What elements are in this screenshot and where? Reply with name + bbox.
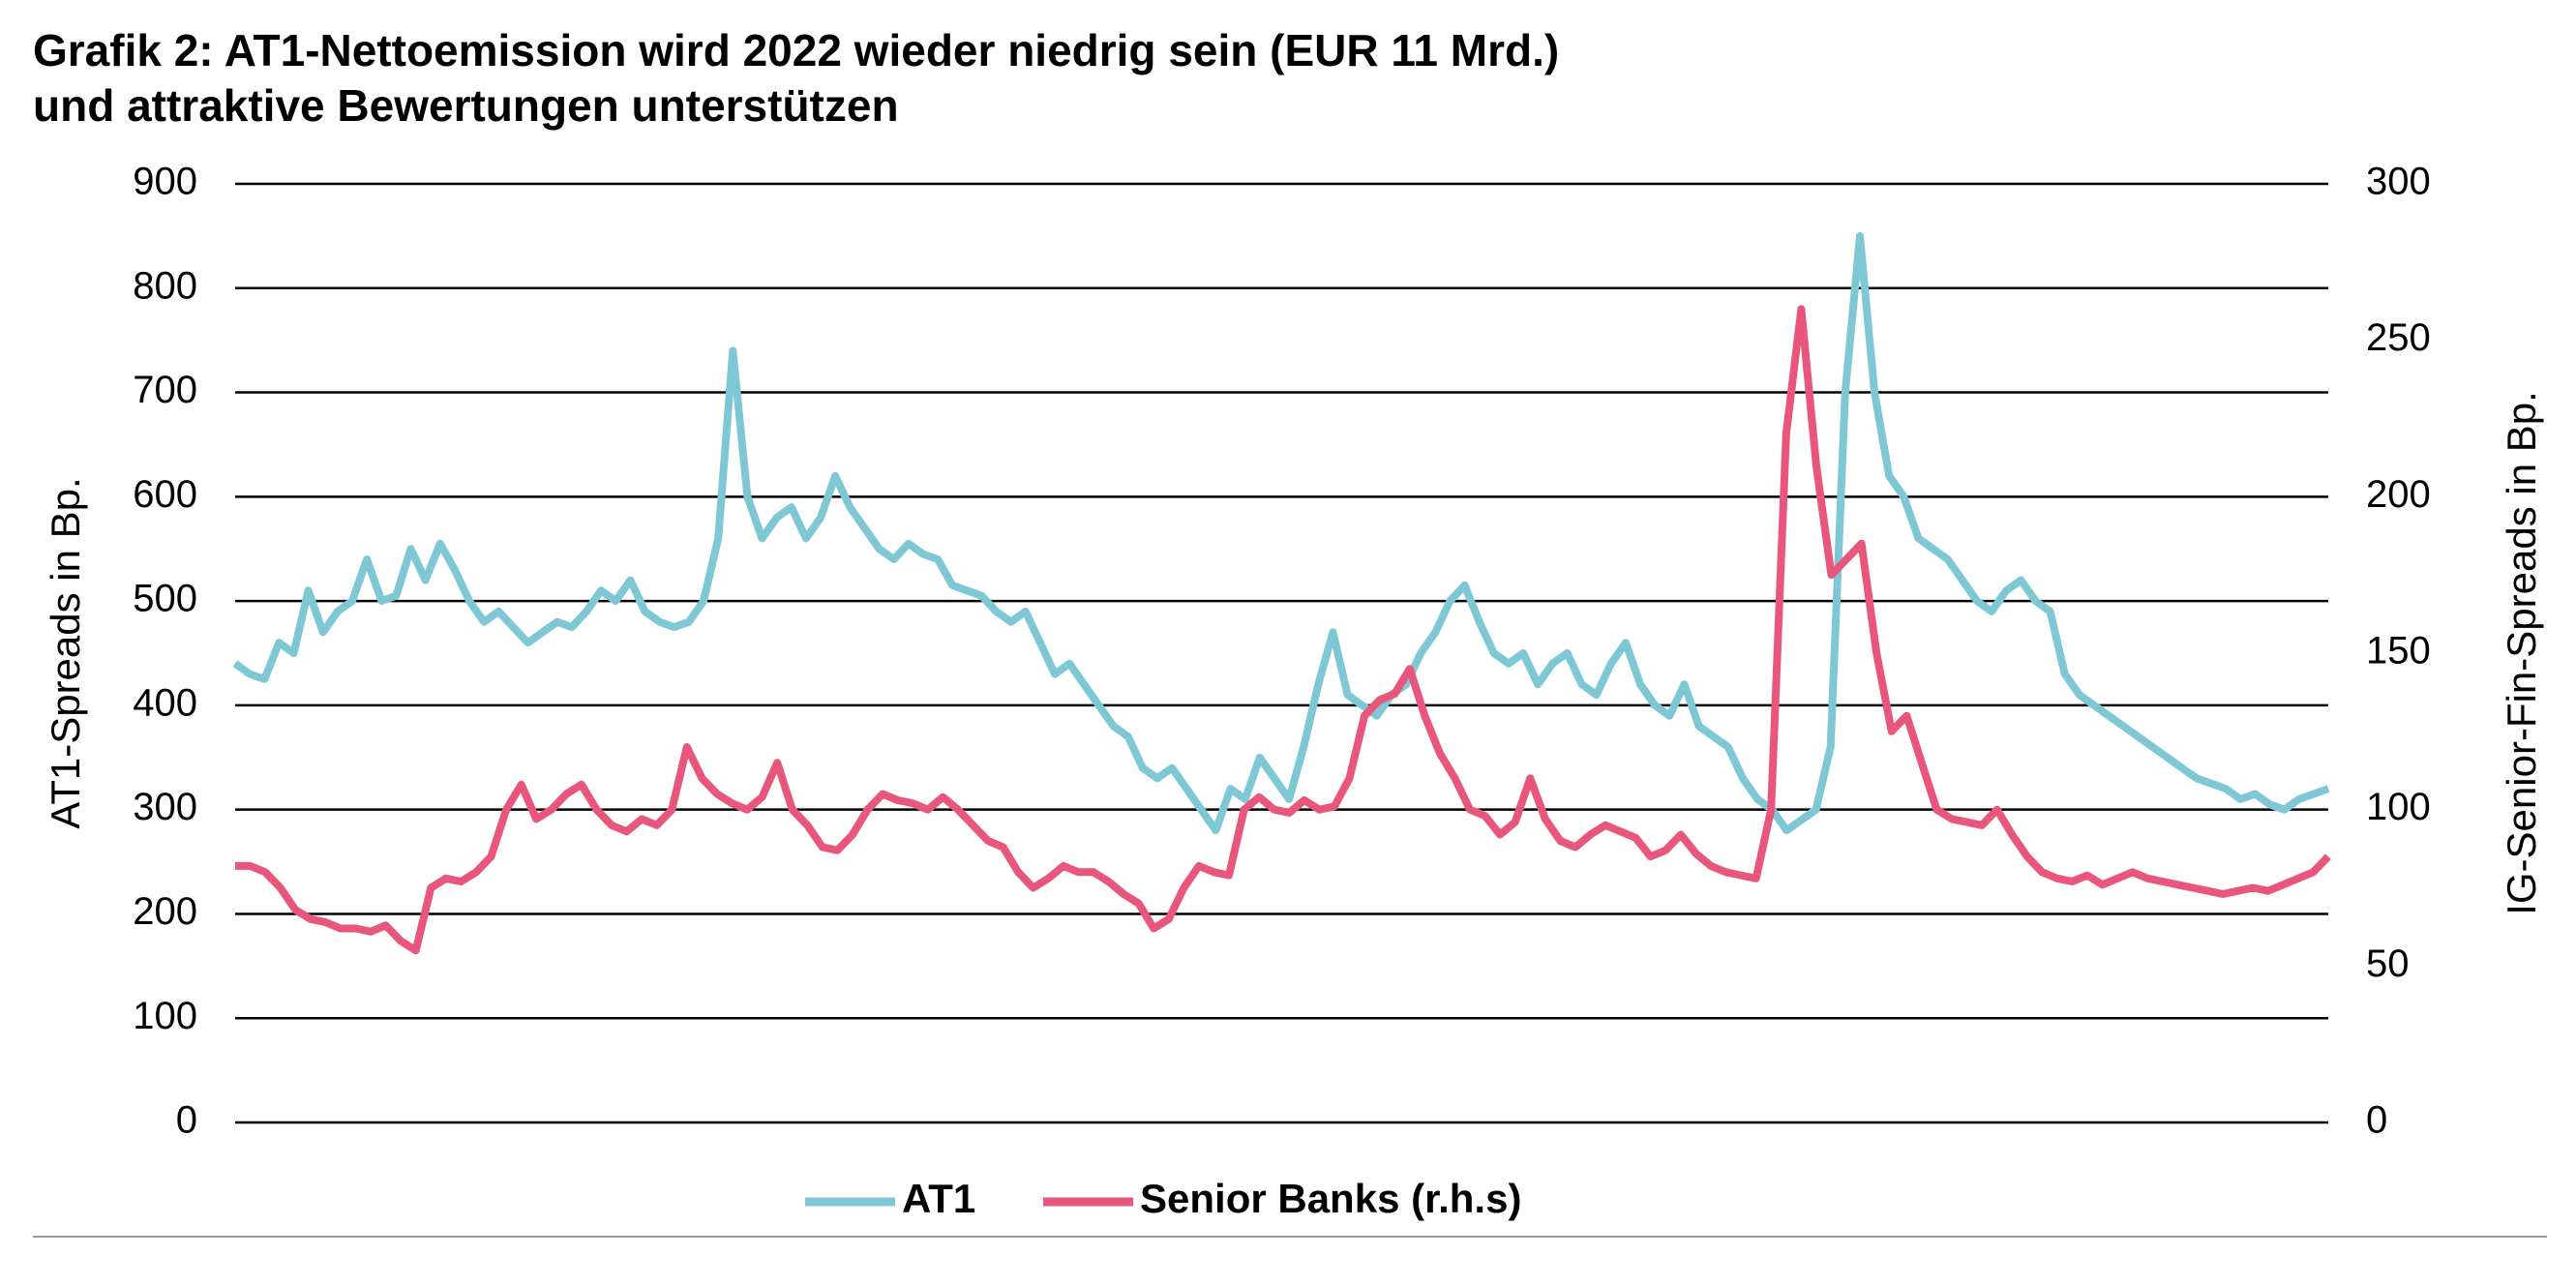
y2-tick-label: 150 bbox=[2366, 630, 2431, 673]
y2-tick-label: 0 bbox=[2366, 1099, 2387, 1142]
chart-subtitle: und attraktive Bewertungen unterstützen bbox=[33, 80, 899, 131]
y2-tick-label: 100 bbox=[2366, 786, 2431, 828]
y-tick-label: 700 bbox=[133, 369, 197, 411]
y2-tick-label: 50 bbox=[2366, 942, 2410, 985]
y2-axis-title: IG-Senior-Fin-Spreads in Bp. bbox=[2499, 391, 2544, 915]
series-line bbox=[232, 231, 2330, 835]
y-tick-label: 300 bbox=[133, 786, 197, 828]
y-tick-label: 0 bbox=[176, 1099, 197, 1142]
y2-tick-label: 300 bbox=[2366, 161, 2431, 203]
y-tick-label: 500 bbox=[133, 578, 197, 620]
y2-tick-label: 200 bbox=[2366, 473, 2431, 516]
y-tick-label: 900 bbox=[133, 161, 197, 203]
chart-title: Grafik 2: AT1-Nettoemission wird 2022 wi… bbox=[33, 25, 1559, 75]
y-tick-label: 800 bbox=[133, 264, 197, 307]
y-axis-title: AT1-Spreads in Bp. bbox=[43, 477, 88, 828]
y-tick-label: 100 bbox=[133, 995, 197, 1037]
y-tick-label: 400 bbox=[133, 681, 197, 724]
y-tick-label: 200 bbox=[133, 890, 197, 933]
legend-label: Senior Banks (r.h.s) bbox=[1140, 1176, 1521, 1221]
y-tick-label: 600 bbox=[133, 473, 197, 516]
legend-label: AT1 bbox=[902, 1176, 975, 1221]
series-line bbox=[235, 305, 2331, 955]
y2-tick-label: 250 bbox=[2366, 316, 2431, 359]
